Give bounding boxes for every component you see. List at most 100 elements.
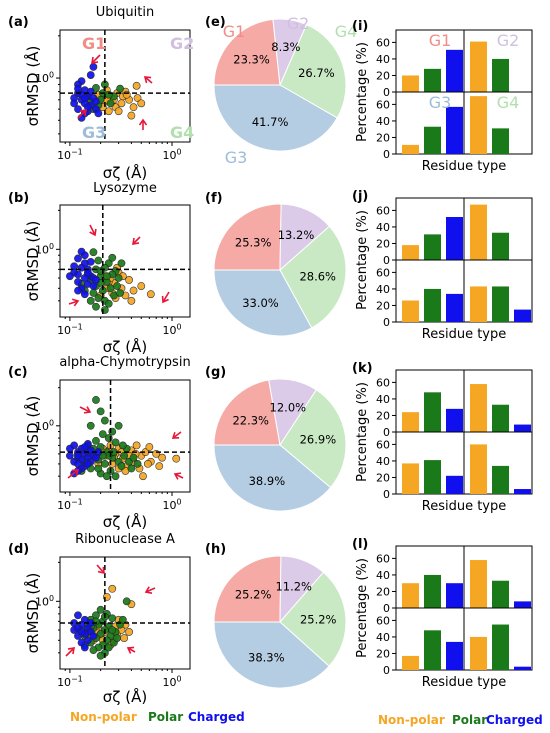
bar (514, 309, 531, 322)
bar (402, 144, 419, 154)
pie-panel-f: (f) 25.3% 13.2% 28.6% 33.0% (205, 191, 347, 337)
data-point (74, 84, 82, 93)
highlight-arrow (68, 300, 79, 305)
pie-panel-e: (e) 23.3%8.3% 26.7% 41.7% G1 G2 G4 G3 (205, 14, 357, 167)
data-point (106, 284, 115, 293)
data-point (74, 611, 82, 620)
y-tick-label: 60 (376, 552, 390, 565)
y-tick-label: 0 (383, 148, 390, 161)
x-axis-label: σζ (Å) (103, 163, 147, 182)
data-point (89, 632, 98, 640)
data-point (108, 626, 117, 634)
pie-slice (213, 18, 281, 86)
highlight-arrow (77, 109, 87, 119)
data-point (116, 84, 124, 93)
data-point (86, 296, 95, 305)
data-point (132, 441, 141, 450)
bar-group-label: G2 (497, 31, 520, 50)
pie-slice (213, 555, 282, 623)
bar-group-label: G4 (497, 93, 520, 112)
pie-slice (279, 571, 347, 667)
data-point (94, 109, 103, 118)
y-axis-label: σRMSD (Å) (23, 573, 42, 654)
data-point (89, 63, 98, 71)
data-point (122, 597, 131, 606)
pie-value-label: 8.3% (271, 40, 300, 54)
y-tick-label: 20 (376, 585, 390, 598)
bar (402, 75, 419, 92)
bar (424, 392, 441, 432)
data-point (102, 272, 111, 281)
data-point (86, 421, 95, 430)
y-tick-label: 0 (383, 488, 390, 501)
y-tick-label: 0 (383, 426, 390, 439)
data-point (70, 99, 79, 108)
data-point (118, 615, 127, 624)
data-point (127, 464, 136, 473)
quadrant-label-g2: G2 (170, 34, 194, 53)
pie-slice (279, 23, 347, 119)
data-point (116, 289, 124, 297)
pie-value-label: 11.2% (275, 579, 312, 593)
bar (470, 636, 487, 670)
data-point (92, 436, 100, 445)
panel-label: (h) (205, 542, 226, 557)
data-point (92, 97, 100, 106)
chart-title: Lysozyme (93, 181, 157, 196)
x-axis-label: Residue type (422, 327, 507, 342)
bar (446, 641, 463, 670)
pie-panel-g: (g) 22.3%12.0% 26.9% 38.9% (205, 365, 347, 512)
pie-group-label: G1 (223, 22, 246, 41)
data-point (114, 274, 123, 282)
data-point (127, 296, 136, 305)
data-point (139, 472, 147, 481)
data-point (145, 443, 154, 451)
pie-value-label: 41.7% (252, 115, 289, 129)
quadrant-label-g1: G1 (82, 34, 106, 53)
panel-label: (f) (205, 191, 223, 206)
data-point (77, 628, 86, 636)
data-point (80, 290, 89, 299)
bar (424, 126, 441, 154)
y-tick-label: 20 (376, 409, 390, 422)
data-point (158, 453, 167, 462)
data-point (80, 94, 89, 102)
y-tick-label: 40 (376, 455, 390, 468)
legend-nonpolar-2: Non-polar (378, 713, 445, 727)
bar (402, 655, 419, 670)
legend-nonpolar: Non-polar (70, 710, 137, 724)
data-point (111, 472, 120, 481)
bar (446, 475, 463, 494)
highlight-arrow-head (126, 646, 135, 654)
chart-title: Ubiquitin (96, 5, 154, 20)
bar (492, 624, 509, 670)
y-tick-label: 20 (376, 647, 390, 660)
panel-label: (c) (8, 365, 28, 380)
bar (470, 41, 487, 92)
data-point (102, 472, 111, 481)
data-point (96, 651, 105, 660)
y-tick-label: 60 (376, 98, 390, 111)
bar (492, 286, 509, 322)
bar (424, 574, 441, 608)
data-point (132, 81, 141, 90)
y-tick-label: 60 (376, 36, 390, 49)
data-point (74, 286, 82, 295)
data-point (70, 262, 79, 271)
y-tick-label: 0 (383, 86, 390, 99)
pie-group-label: G2 (287, 14, 310, 33)
highlight-arrow (79, 406, 91, 413)
y-tick-label: 20 (376, 237, 390, 250)
pie-slice (213, 444, 332, 512)
data-point (125, 276, 134, 284)
bar (446, 408, 463, 432)
highlight-arrow (96, 564, 105, 574)
panel-label: (g) (205, 365, 226, 380)
y-tick-label: 60 (376, 266, 390, 279)
bar (470, 384, 487, 432)
panel-label: (d) (8, 542, 29, 557)
highlight-arrow (145, 587, 156, 593)
bar-panel-i: (i) G1 0 20 40 60 G2 G3 0 20 40 60 G4 Percentage (%) R… (352, 19, 533, 174)
data-point (74, 270, 82, 279)
